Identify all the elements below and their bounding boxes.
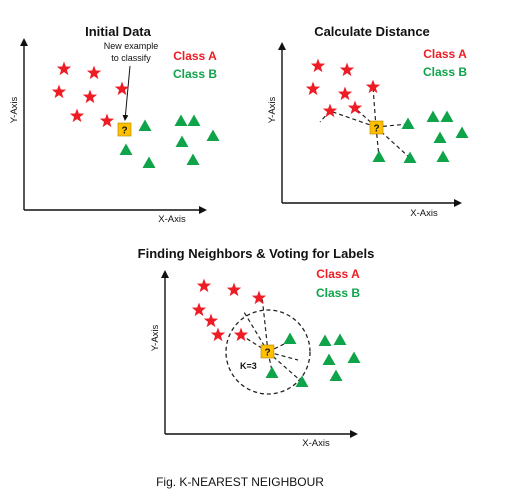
star-icon (322, 103, 338, 118)
star-icon (310, 58, 326, 73)
star-icon (86, 65, 102, 80)
x-axis-label: X-Axis (158, 214, 186, 225)
legend-class-b: Class B (173, 67, 217, 81)
star-icon (82, 89, 98, 104)
triangle-icon (174, 114, 188, 126)
triangle-icon (175, 135, 189, 147)
distance-line (329, 110, 377, 128)
data-points (191, 278, 361, 387)
triangle-icon (426, 110, 440, 122)
new-example-marker: ? (260, 344, 275, 359)
legend-class-a: Class A (173, 49, 217, 63)
y-axis-label: Y-Axis (9, 96, 20, 123)
x-axis (24, 206, 207, 214)
triangle-icon (119, 143, 133, 155)
neighbor-line (261, 295, 269, 353)
star-icon (69, 108, 85, 123)
star-icon (347, 100, 363, 115)
y-axis (278, 42, 286, 203)
star-icon (99, 113, 115, 128)
star-icon (210, 327, 226, 342)
panel-finding-neighbors: Finding Neighbors & Voting for Labels Cl… (138, 246, 375, 449)
star-icon (226, 282, 242, 297)
star-icon (196, 278, 212, 293)
triangle-icon (322, 353, 336, 365)
star-icon (56, 61, 72, 76)
query-symbol: ? (264, 348, 270, 359)
triangle-icon (372, 150, 386, 162)
annotation-arrow (122, 65, 131, 121)
x-axis-label: X-Axis (302, 438, 330, 449)
triangle-icon (142, 156, 156, 168)
x-axis-label: X-Axis (410, 208, 438, 219)
legend-class-b: Class B (316, 286, 360, 300)
star-icon (337, 86, 353, 101)
distance-lines (319, 86, 411, 159)
triangle-icon (329, 369, 343, 381)
triangle-icon (440, 110, 454, 122)
y-axis (20, 38, 28, 210)
triangle-icon (401, 117, 415, 129)
triangle-icon (265, 366, 279, 378)
legend-class-a: Class A (316, 267, 360, 281)
neighbor-line (267, 351, 299, 361)
star-icon (251, 290, 267, 305)
panel-title: Calculate Distance (314, 24, 430, 39)
triangle-icon (333, 333, 347, 345)
y-axis-label: Y-Axis (267, 96, 278, 123)
triangle-icon (295, 375, 309, 387)
y-axis (161, 270, 169, 434)
triangle-icon (403, 151, 417, 163)
distance-line (375, 126, 380, 158)
distance-line (375, 123, 409, 128)
annotation-line-1: New example (104, 41, 159, 51)
triangle-icon (187, 114, 201, 126)
triangle-icon (433, 131, 447, 143)
star-icon (305, 81, 321, 96)
triangle-icon (318, 334, 332, 346)
triangle-icon (436, 150, 450, 162)
star-icon (365, 79, 381, 94)
query-symbol: ? (373, 124, 379, 135)
annotation-line-2: to classify (111, 53, 151, 63)
triangle-icon (138, 119, 152, 131)
legend-class-b: Class B (423, 65, 467, 79)
new-example-marker: ? (117, 122, 132, 137)
new-example-marker: ? (369, 120, 384, 135)
triangle-icon (206, 129, 220, 141)
panel-title: Initial Data (85, 24, 152, 39)
triangle-icon (347, 351, 361, 363)
star-icon (51, 84, 67, 99)
panel-calculate-distance: Calculate Distance Class A Class B X-Axi… (267, 24, 469, 219)
star-icon (233, 327, 249, 342)
star-icon (191, 302, 207, 317)
star-icon (203, 313, 219, 328)
figure-caption: Fig. K-NEAREST NEIGHBOUR (156, 475, 324, 489)
panel-title: Finding Neighbors & Voting for Labels (138, 246, 375, 261)
x-axis (165, 430, 358, 438)
star-icon (114, 81, 130, 96)
x-axis (282, 199, 462, 207)
query-symbol: ? (121, 126, 127, 137)
triangle-icon (283, 332, 297, 344)
y-axis-label: Y-Axis (150, 324, 161, 351)
panel-initial-data: Initial Data Class A Class B New example… (9, 24, 220, 225)
legend-class-a: Class A (423, 47, 467, 61)
k-value-label: K=3 (240, 361, 257, 371)
data-points (305, 58, 469, 163)
star-icon (339, 62, 355, 77)
neighbor-line (240, 334, 269, 353)
triangle-icon (186, 153, 200, 165)
triangle-icon (455, 126, 469, 138)
data-points (51, 61, 220, 168)
k-radius-circle (225, 309, 311, 395)
